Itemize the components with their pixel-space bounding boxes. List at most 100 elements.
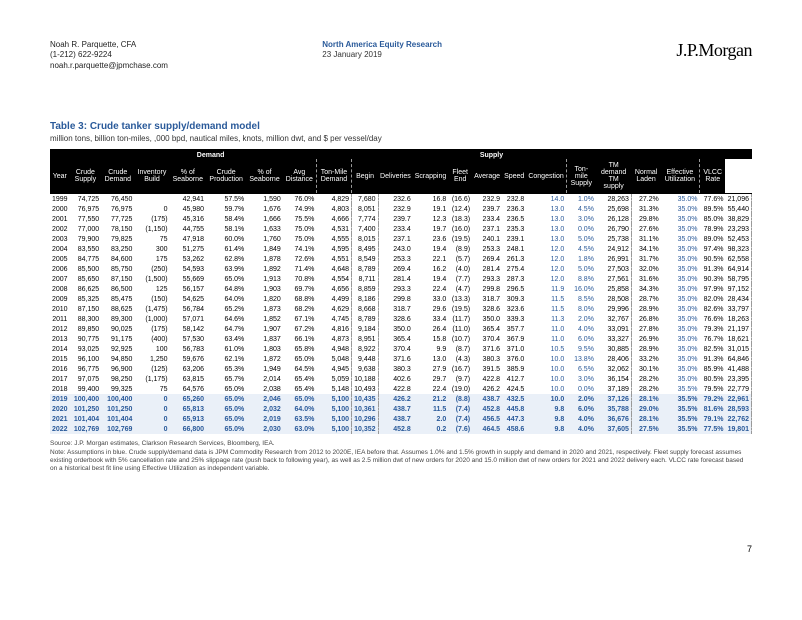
cell: 35.0% [661, 234, 700, 244]
cell: 296.5 [502, 284, 526, 294]
cell: 100 [134, 344, 169, 354]
cell: 13.0 [413, 354, 449, 364]
cell: 371.0 [502, 344, 526, 354]
cell: 65.0% [206, 424, 246, 434]
cell: 76,450 [101, 194, 134, 205]
cell: 76,975 [101, 204, 134, 214]
cell: 0.0% [566, 384, 596, 394]
cell: 28,406 [596, 354, 631, 364]
cell: 55,440 [725, 204, 751, 214]
cell: 74.9% [283, 204, 317, 214]
cell: 2015 [50, 354, 70, 364]
cell: 1,676 [246, 204, 282, 214]
table-row: 200785,65087,150(1,500)55,66965.0%1,9137… [50, 274, 752, 284]
cell: 45,980 [170, 204, 206, 214]
analyst-name: Noah R. Parquette, CFA [50, 40, 168, 50]
cell: 64.7% [206, 324, 246, 334]
cell: 299.8 [378, 294, 413, 304]
cell: 74,725 [70, 194, 102, 205]
cell: 281.4 [378, 274, 413, 284]
cell: 10.0 [526, 364, 566, 374]
cell: 89,850 [70, 324, 102, 334]
cell: 2016 [50, 364, 70, 374]
cell: 4,948 [316, 344, 351, 354]
cell: 1,873 [246, 304, 282, 314]
cell: 0 [134, 414, 169, 424]
table-row: 201289,85090,025(175)58,14264.7%1,90767.… [50, 324, 752, 334]
cell: 35.0% [661, 344, 700, 354]
cell: 58.1% [206, 224, 246, 234]
cell: 9,184 [352, 324, 378, 334]
cell: 1,849 [246, 244, 282, 254]
cell: (7.7) [448, 274, 472, 284]
cell: 34.1% [631, 244, 660, 254]
cell: 365.4 [472, 324, 502, 334]
cell: (4.7) [448, 284, 472, 294]
cell: (16.6) [448, 194, 472, 205]
cell: 82.5% [699, 344, 725, 354]
cell: 67.1% [283, 314, 317, 324]
cell: 33.0 [413, 294, 449, 304]
cell: (7.6) [448, 424, 472, 434]
cell: 232.9 [378, 204, 413, 214]
col-header: Average [472, 159, 502, 194]
cell: 370.4 [472, 334, 502, 344]
cell: 11.0 [526, 334, 566, 344]
cell: 9.9 [413, 344, 449, 354]
cell: (4.0) [448, 264, 472, 274]
cell: 2022 [50, 424, 70, 434]
cell: (11.0) [448, 324, 472, 334]
cell: 90.3% [699, 274, 725, 284]
cell: 13.0 [526, 214, 566, 224]
cell: 61.4% [206, 244, 246, 254]
table-row: 2022102,769102,769066,80065.0%2,03063.0%… [50, 424, 752, 434]
table-row: 200277,00078,150(1,150)44,75558.1%1,6337… [50, 224, 752, 234]
cell: 77.6% [699, 194, 725, 205]
cell: 63.9% [206, 264, 246, 274]
cell: 65.3% [206, 364, 246, 374]
cell: 35.0% [661, 304, 700, 314]
cell: 232.9 [472, 194, 502, 205]
cell: 70.8% [283, 274, 317, 284]
cell: 91.3% [699, 264, 725, 274]
col-header: Inventory Build [134, 159, 169, 194]
cell: 10.0 [526, 394, 566, 404]
cell: 232.8 [502, 194, 526, 205]
cell: 28.7% [631, 294, 660, 304]
cell: 84,600 [101, 254, 134, 264]
cell: 59,676 [170, 354, 206, 364]
cell: 13.0 [526, 234, 566, 244]
page-number: 7 [50, 544, 752, 554]
cell: 2021 [50, 414, 70, 424]
cell: 0.2 [413, 424, 449, 434]
cell: 10.0 [526, 384, 566, 394]
cell: 253.3 [378, 254, 413, 264]
cell: 18,621 [725, 334, 751, 344]
cell: 391.5 [472, 364, 502, 374]
cell: 37,189 [596, 384, 631, 394]
cell: 2005 [50, 254, 70, 264]
cell: 30,885 [596, 344, 631, 354]
col-header: % of Seaborne [170, 159, 206, 194]
cell: 45,316 [170, 214, 206, 224]
cell: 2.0% [566, 314, 596, 324]
cell: (4.3) [448, 354, 472, 364]
cell: 4,648 [316, 264, 351, 274]
cell: 64,846 [725, 354, 751, 364]
cell: 60.0% [206, 234, 246, 244]
cell: 10.0 [526, 374, 566, 384]
cell: 35.0% [661, 364, 700, 374]
cell: 16.2 [413, 264, 449, 274]
cell: 63.4% [206, 334, 246, 344]
cell: 412.7 [502, 374, 526, 384]
cell: 74.1% [283, 244, 317, 254]
cell: 19.1 [413, 204, 449, 214]
cell: 84,775 [70, 254, 102, 264]
cell [134, 194, 169, 205]
cell: 35.0% [661, 294, 700, 304]
cell: 4.0% [566, 324, 596, 334]
col-header: Speed [502, 159, 526, 194]
cell: 6.0% [566, 404, 596, 414]
cell: 28,434 [725, 294, 751, 304]
cell: (8.7) [448, 344, 472, 354]
